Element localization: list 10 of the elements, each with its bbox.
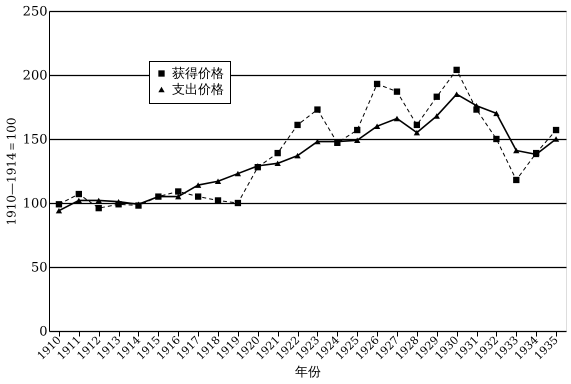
x-axis-title: 年份 (295, 364, 321, 380)
y-tick-label: 250 (22, 4, 48, 20)
y-tick-label: 0 (39, 324, 48, 340)
y-axis-title: 1910—1914＝100 (4, 118, 19, 226)
y-tick-label: 150 (22, 132, 48, 148)
y-tick-label: 50 (30, 260, 48, 276)
y-tick-label: 200 (22, 68, 48, 84)
y-tick-label: 100 (22, 196, 48, 212)
legend-label: 获得价格 (172, 66, 224, 82)
legend-label: 支出价格 (172, 82, 224, 98)
